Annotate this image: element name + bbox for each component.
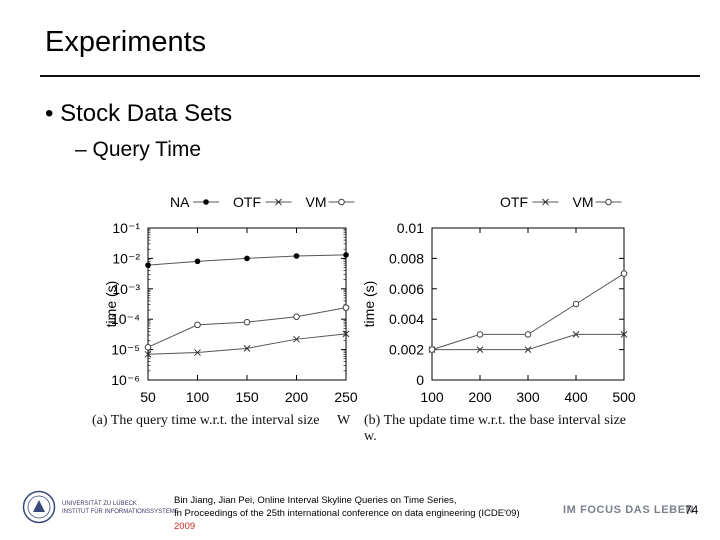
university-name-line2: INSTITUT FÜR INFORMATIONSSYSTEME — [62, 509, 179, 515]
bullet-stock-data-sets: • Stock Data Sets — [45, 100, 233, 127]
series-line-vm — [147, 307, 347, 348]
x-tick-label: 50 — [140, 389, 156, 405]
data-point-vm — [144, 343, 152, 351]
charts-figure: 10⁻⁶ 10⁻⁵ 10⁻⁴ 10⁻³ 10⁻² 10⁻¹ 50 100 150 200 250 ti… — [92, 194, 636, 444]
data-point-na — [293, 253, 300, 259]
x-tick-label: 100 — [186, 389, 210, 405]
y-axis-label: time (s) — [103, 281, 119, 328]
x-tick-label: 150 — [235, 389, 259, 405]
x-tick-label: 400 — [564, 389, 588, 405]
y-axis-label: time (s) — [361, 281, 377, 328]
data-point-vm — [572, 300, 580, 308]
data-point-vm — [524, 331, 532, 338]
legend-label-vm: VM — [573, 194, 594, 210]
legend-label-otf: OTF — [500, 194, 528, 210]
legend-label-otf: OTF — [233, 194, 261, 210]
y-tick-label: 0.008 — [389, 250, 424, 266]
series-line-otf — [147, 333, 347, 355]
data-point-otf — [243, 344, 251, 352]
series-line-vm — [431, 273, 625, 351]
data-point-vm — [194, 321, 201, 329]
slide-title: Experiments — [45, 26, 207, 58]
data-point-vm — [428, 346, 436, 353]
x-tick-label: 300 — [516, 389, 540, 405]
x-tick-label: 250 — [334, 389, 358, 405]
data-point-otf — [144, 350, 152, 358]
bullet-query-time: – Query Time — [75, 138, 202, 161]
x-tick-label: 500 — [612, 389, 636, 405]
y-tick-label: 10⁻⁴ — [111, 311, 140, 327]
data-point-na — [244, 255, 250, 262]
data-point-na — [343, 252, 349, 258]
title-divider — [40, 75, 700, 77]
plot-frame — [431, 227, 625, 381]
legend-marker-na — [203, 199, 209, 205]
chart-caption-extra: W — [337, 413, 351, 428]
data-point-vm — [293, 313, 300, 321]
y-tick-label: 10⁻⁵ — [111, 342, 140, 358]
citation: Bin Jiang, Jian Pei, Online Interval Sky… — [174, 494, 554, 533]
data-point-otf — [293, 335, 300, 343]
data-point-otf — [194, 349, 201, 356]
citation-line2: In Proceedings of the 25th international… — [174, 508, 520, 519]
data-point-na — [145, 262, 151, 268]
motto-text: IM FOCUS DAS LEBEN — [563, 504, 695, 516]
data-point-na — [194, 258, 201, 265]
y-tick-label: 0.006 — [389, 281, 424, 297]
data-point-otf — [342, 330, 350, 338]
data-point-otf — [476, 346, 484, 353]
legend-marker-otf — [542, 198, 549, 206]
x-tick-label: 200 — [285, 389, 309, 405]
data-point-vm — [243, 318, 251, 326]
plot-frame — [147, 227, 347, 381]
citation-line1: Bin Jiang, Jian Pei, Online Interval Sky… — [174, 495, 457, 506]
x-tick-label: 200 — [468, 389, 492, 405]
page-number: 74 — [685, 503, 699, 517]
y-tick-label: 0.01 — [397, 220, 424, 236]
data-point-vm — [342, 304, 350, 311]
y-tick-label: 0.002 — [389, 342, 424, 358]
legend-marker-vm — [605, 198, 612, 206]
legend-marker-otf — [275, 198, 282, 206]
legend-label-vm: VM — [306, 194, 327, 210]
data-point-vm — [476, 331, 484, 338]
university-seal-icon — [22, 490, 56, 524]
data-point-otf — [524, 346, 532, 353]
chart-caption-extra: w. — [364, 429, 377, 444]
citation-year: 2009 — [174, 521, 196, 532]
y-tick-label: 10⁻⁶ — [111, 372, 140, 388]
x-tick-label: 100 — [420, 389, 444, 405]
university-name-line1: UNIVERSITÄT ZU LÜBECK — [62, 501, 137, 507]
chart-caption: (b) The update time w.r.t. the base inte… — [364, 413, 626, 428]
y-tick-label: 0.004 — [389, 311, 424, 327]
university-name: UNIVERSITÄT ZU LÜBECK INSTITUT FÜR INFOR… — [62, 500, 179, 516]
data-point-otf — [572, 331, 580, 338]
chart-b: 0 0.002 0.004 0.006 0.008 0.01 100 200 300 400 500… — [361, 194, 636, 444]
legend-label-na: NA — [170, 194, 190, 210]
chart-a: 10⁻⁶ 10⁻⁵ 10⁻⁴ 10⁻³ 10⁻² 10⁻¹ 50 100 150 200 250 ti… — [92, 194, 358, 428]
y-tick-label: 10⁻³ — [112, 281, 140, 297]
data-point-otf — [620, 331, 628, 338]
y-tick-label: 0 — [416, 372, 424, 388]
y-tick-label: 10⁻¹ — [112, 220, 140, 236]
data-point-vm — [620, 270, 628, 277]
y-tick-label: 10⁻² — [112, 250, 140, 266]
chart-caption: (a) The query time w.r.t. the interval s… — [92, 413, 319, 428]
legend-marker-vm — [338, 198, 345, 206]
